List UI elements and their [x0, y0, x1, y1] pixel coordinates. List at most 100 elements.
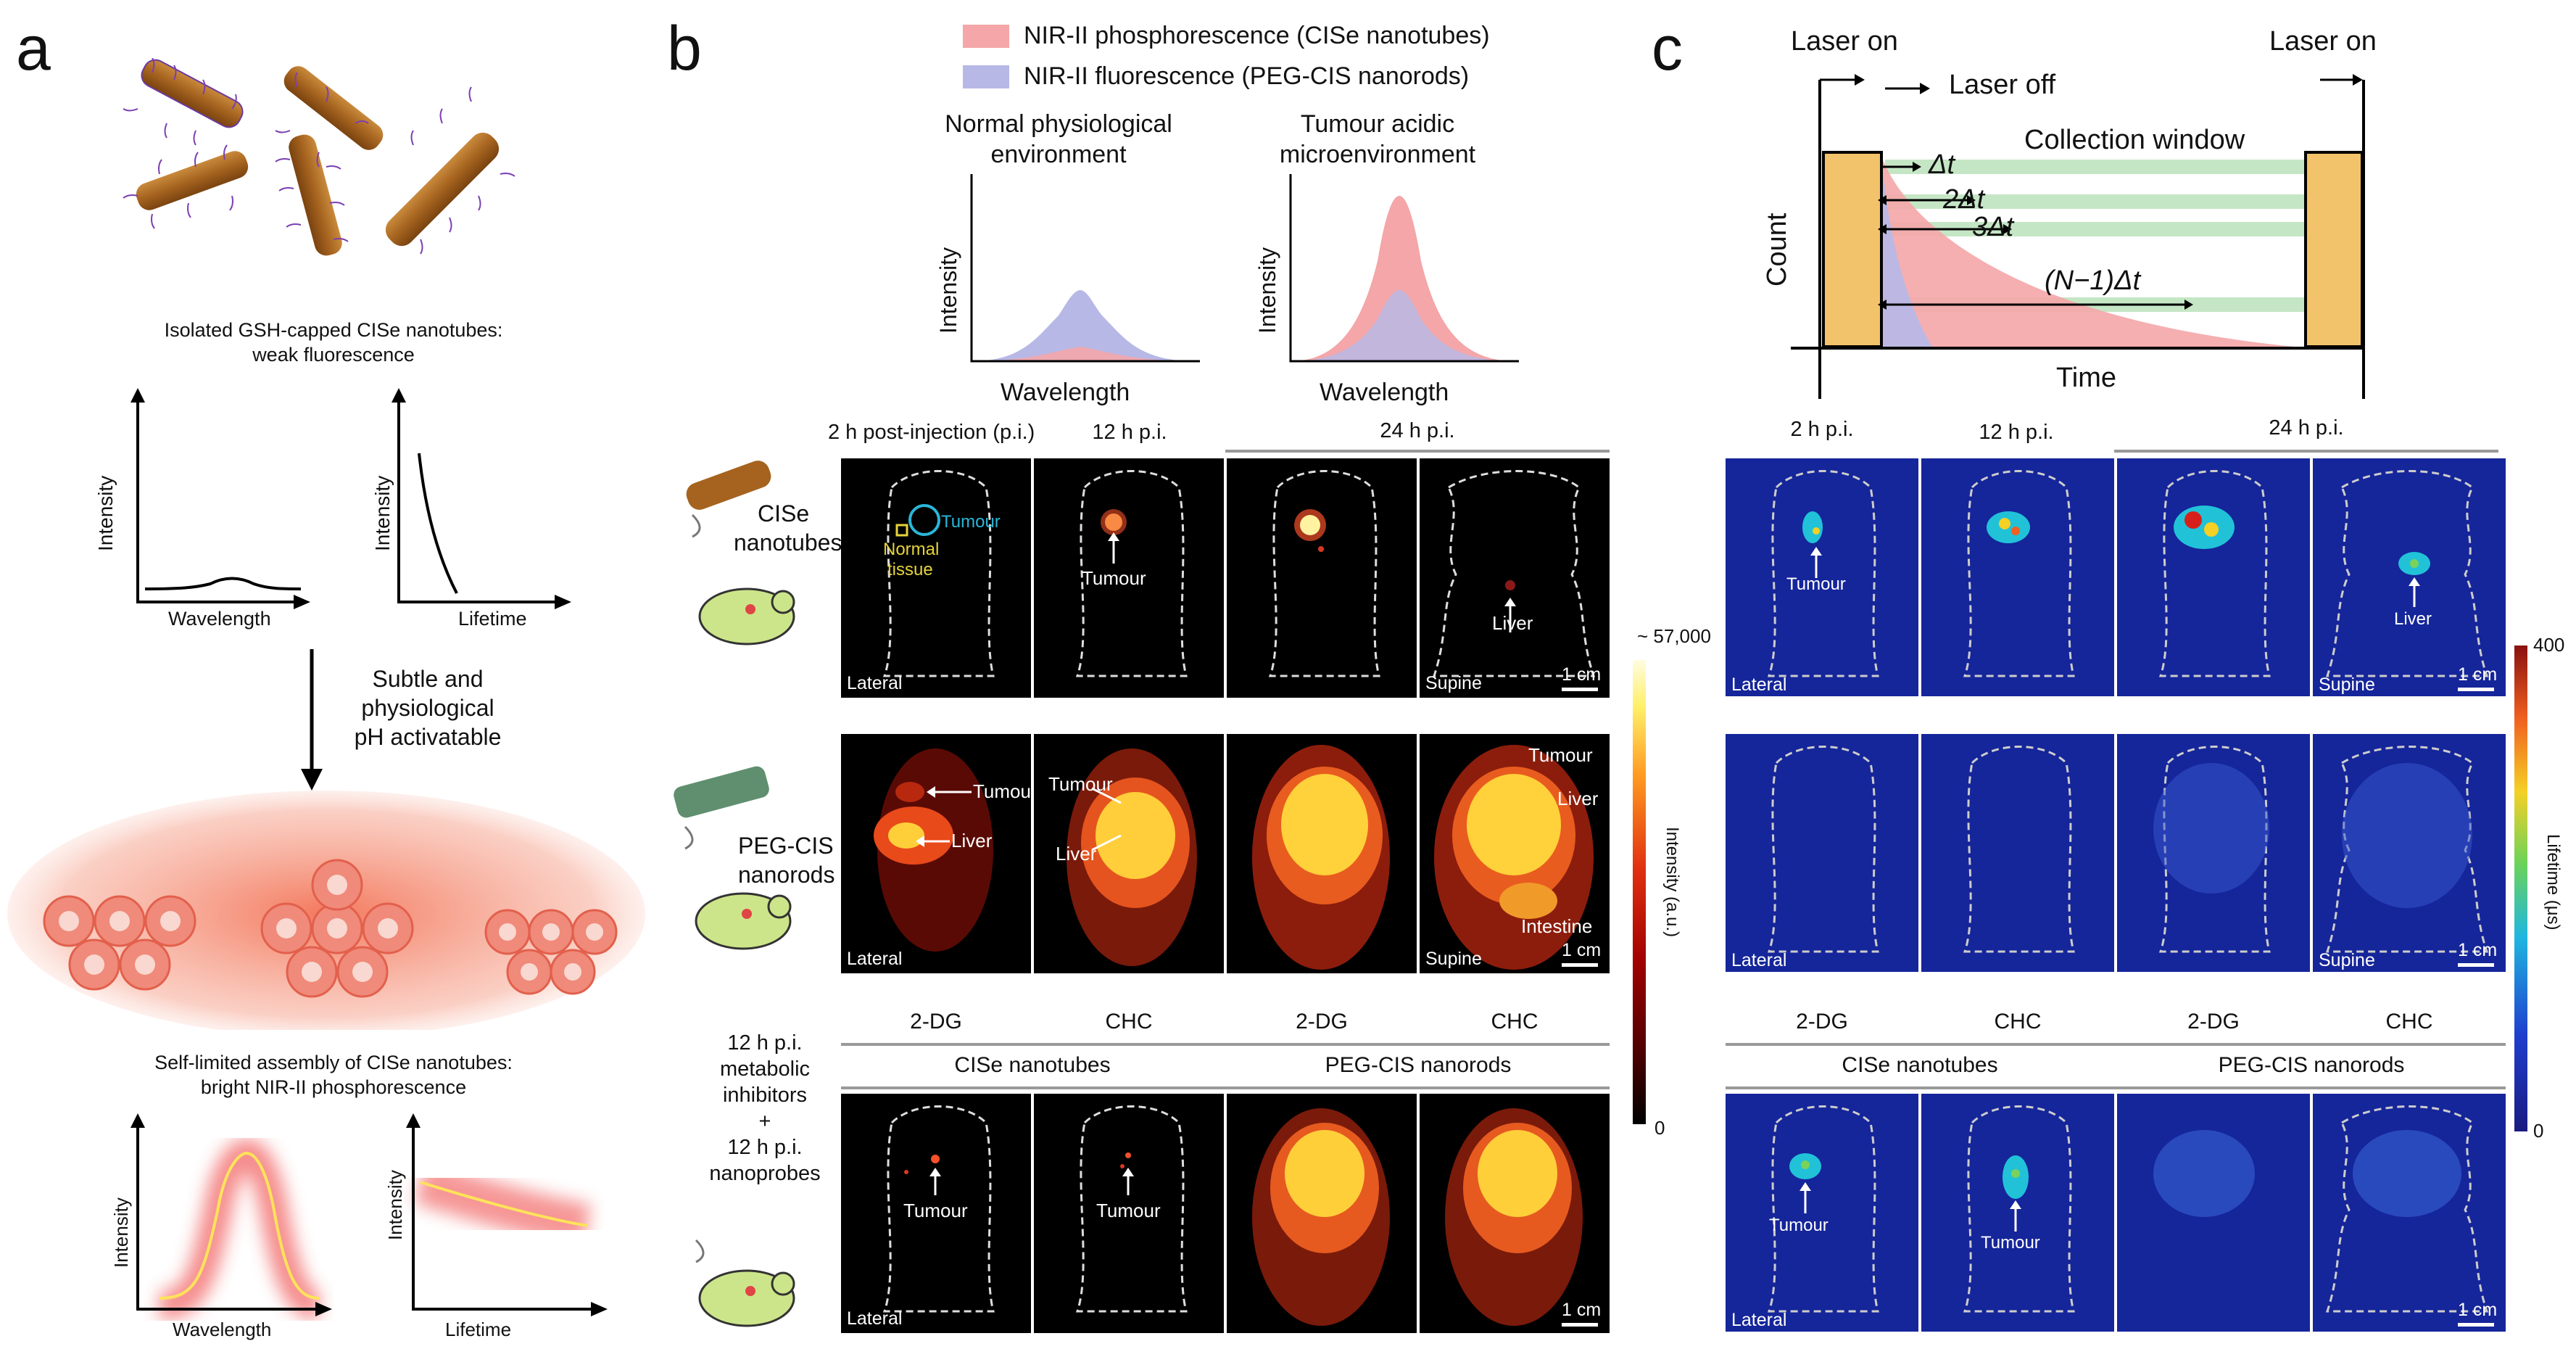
legend-swatch-phosphorescence	[963, 25, 1009, 48]
img-peg-12h: Tumour Liver	[1034, 734, 1224, 973]
img-cise-24h-supine: Liver Supine 1 cm	[1420, 458, 1610, 698]
img-cise-2h-normal-2: tissue	[887, 560, 933, 579]
row3-rule-1	[841, 1043, 1610, 1046]
c-col-12h: 12 h p.i.	[1979, 421, 2054, 444]
spec-right-title-1: Tumour acidic	[1300, 110, 1455, 138]
time-label: Time	[2056, 363, 2117, 393]
img-cise-24h-liver: Liver	[1492, 612, 1533, 634]
img-inhib-cise-chc: Tumour	[1034, 1094, 1224, 1333]
c-row3-chc-2: CHC	[2385, 1010, 2433, 1034]
spec-right-title-2: microenvironment	[1279, 141, 1476, 168]
img-cise-2h-normal-1: Normal	[883, 540, 940, 559]
nanotube-4	[289, 134, 342, 256]
lifetime-colorbar-label: Lifetime (μs)	[2543, 834, 2563, 931]
delta-2t: 2Δt	[1943, 184, 1985, 215]
lt-cise-2h-lateral: Lateral	[1731, 675, 1787, 695]
laser-off: Laser off	[1949, 70, 2056, 100]
row3-peg-label: PEG-CIS nanorods	[1325, 1053, 1512, 1077]
lt-inhib-peg-dg	[2117, 1094, 2310, 1332]
lt-peg-24h-scale: 1 cm	[2458, 940, 2498, 960]
inhib-line4: +	[758, 1110, 771, 1133]
row3-rule-2	[841, 1086, 1610, 1089]
row3-cise-label: CISe nanotubes	[954, 1053, 1111, 1077]
row1-label-2: nanotubes	[734, 529, 842, 556]
img-inhib-peg-chc-scale: 1 cm	[1562, 1300, 1602, 1320]
img-peg-12h-liver: Liver	[1056, 843, 1097, 865]
img-cise-2h: Tumour Normal tissue Lateral	[841, 458, 1031, 698]
time-gated-diagram	[1791, 74, 2365, 399]
c-row3-rule-1	[1726, 1043, 2506, 1046]
inhibitor-mouse-icon	[695, 1239, 795, 1327]
arrow-text-1: Subtle and	[372, 666, 484, 692]
nanotube-3	[136, 151, 249, 210]
scale-bar	[1562, 963, 1598, 967]
inhib-line2: metabolic	[719, 1057, 811, 1081]
row3-chc-1: CHC	[1105, 1010, 1153, 1034]
lt-cise-24h-liver: Liver	[2394, 609, 2432, 629]
lifetime-colorbar-max: 400	[2533, 634, 2565, 656]
lt-inhib-cise-dg-tumour: Tumour	[1769, 1216, 1829, 1235]
delta-3t: 3Δt	[1972, 212, 2014, 242]
gsh-ligands	[123, 58, 515, 255]
c-col-24h-rule	[2114, 450, 2498, 453]
lt-inhib-cise-dg-lateral: Lateral	[1731, 1310, 1787, 1330]
lt-peg-2h-lateral: Lateral	[1731, 950, 1787, 970]
img-inhib-cise-dg-tumour: Tumour	[903, 1200, 968, 1221]
legend-swatch-fluorescence	[963, 65, 1009, 88]
lt-inhib-peg-chc: 1 cm	[2313, 1094, 2506, 1332]
delta-nt: (N−1)Δt	[2045, 265, 2141, 296]
img-inhib-cise-chc-tumour: Tumour	[1096, 1200, 1161, 1221]
c-row3-cise: CISe nanotubes	[1842, 1053, 1998, 1077]
c-row3-rule-2	[1726, 1086, 2506, 1089]
lt-inhib-cise-chc: Tumour	[1921, 1094, 2114, 1332]
row1-label-1: CISe	[758, 500, 810, 527]
nanotube-1	[141, 59, 244, 128]
caption-assembled-line2: bright NIR-II phosphorescence	[200, 1076, 467, 1098]
scale-bar	[1562, 1323, 1598, 1327]
plot-weak-lifetime	[392, 388, 571, 609]
scale-bar	[2458, 1323, 2494, 1327]
inhib-line5: 12 h p.i.	[727, 1136, 803, 1159]
count-label: Count	[1762, 213, 1792, 286]
plot-weak-spectrum	[131, 388, 310, 609]
lt-cise-2h-tumour: Tumour	[1786, 574, 1846, 594]
img-peg-24h-intestine: Intestine	[1521, 915, 1593, 937]
col-24h-rule	[1225, 450, 1610, 453]
nanotube-5	[385, 132, 500, 247]
img-inhib-peg-chc: 1 cm	[1420, 1094, 1610, 1333]
row3-dg-2: 2-DG	[1296, 1010, 1348, 1034]
spectrum-tumour-xlabel: Wavelength	[1320, 379, 1449, 406]
lt-cise-24h-lateral	[2117, 458, 2310, 696]
img-peg-2h-lateral: Lateral	[847, 949, 903, 969]
lt-cise-24h-supine-label: Supine	[2319, 675, 2375, 695]
lt-peg-24h-lateral	[2117, 734, 2310, 972]
arrow-text-2: physiological	[361, 695, 494, 721]
img-peg-24h-liver: Liver	[1557, 788, 1599, 809]
c-row3-peg: PEG-CIS nanorods	[2218, 1053, 2405, 1077]
lt-cise-12h	[1921, 458, 2114, 696]
img-peg-24h-supine: Tumour Liver Intestine Supine 1 cm	[1420, 734, 1610, 973]
nanotube-2	[283, 66, 384, 150]
inhib-line6: nanoprobes	[709, 1162, 821, 1185]
img-cise-2h-lateral: Lateral	[847, 673, 903, 693]
scale-bar	[2458, 688, 2494, 691]
plot3-xlabel: Wavelength	[173, 1319, 272, 1340]
img-peg-24h-supine-label: Supine	[1425, 949, 1482, 969]
c-row3-dg-1: 2-DG	[1796, 1010, 1848, 1034]
img-peg-2h: Tumour Liver Lateral	[841, 734, 1031, 973]
intensity-colorbar-label: Intensity (a.u.)	[1662, 827, 1682, 938]
plot1-ylabel: Intensity	[94, 475, 117, 551]
legend-fluorescence: NIR-II fluorescence (PEG-CIS nanorods)	[1024, 62, 1470, 90]
caption-isolated-line2: weak fluorescence	[252, 344, 415, 366]
c-row3-dg-2: 2-DG	[2187, 1010, 2240, 1034]
spectrum-normal-xlabel: Wavelength	[1001, 379, 1130, 406]
intensity-colorbar	[1633, 660, 1646, 1124]
img-cise-2h-tumour: Tumour	[941, 512, 1001, 532]
lt-inhib-cise-dg: Tumour Lateral	[1726, 1094, 1918, 1332]
isolated-nanotubes-illustration	[123, 58, 515, 256]
img-cise-24h-lateral	[1227, 458, 1417, 698]
lt-inhib-cise-chc-tumour: Tumour	[1981, 1233, 2040, 1253]
intensity-colorbar-max: ~ 57,000	[1637, 625, 1711, 647]
img-peg-2h-liver: Liver	[951, 830, 993, 851]
down-arrow-icon	[301, 649, 323, 791]
